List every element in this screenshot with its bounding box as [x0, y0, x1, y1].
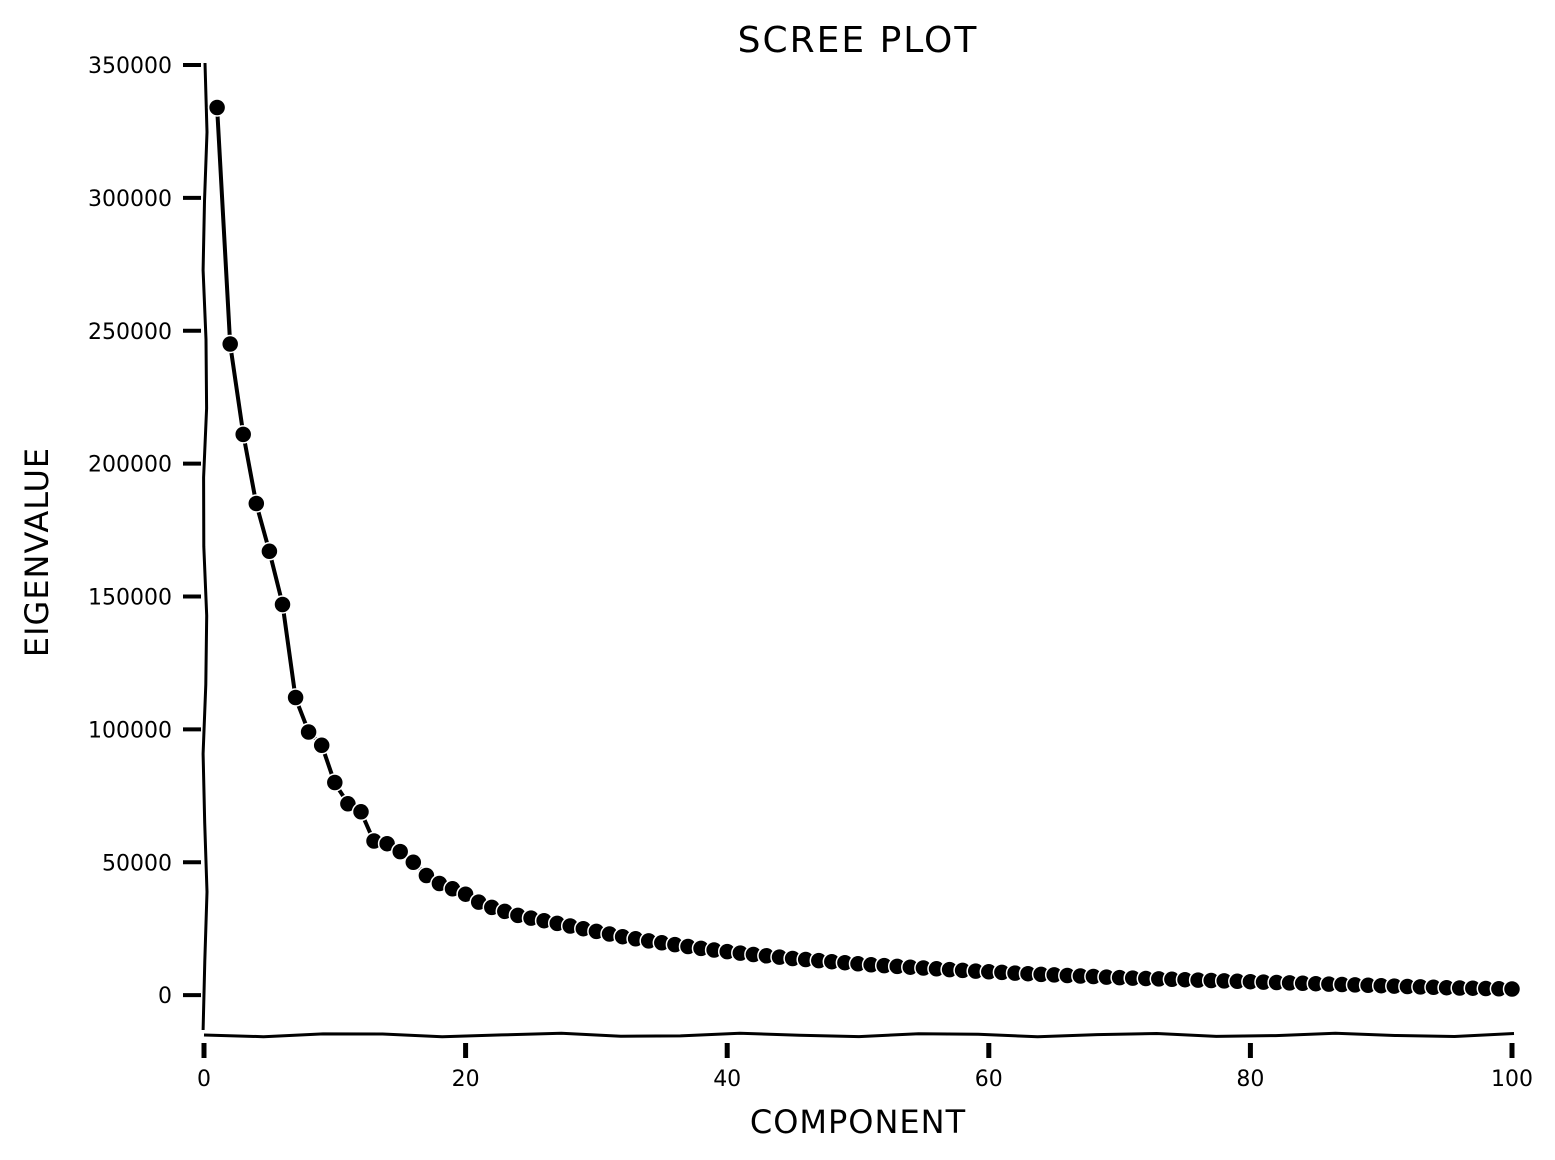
y-tick-label: 100000	[88, 718, 172, 743]
y-tick-label: 200000	[88, 453, 172, 478]
data-point	[260, 542, 279, 561]
data-point	[233, 425, 253, 444]
x-tick-label: 20	[452, 1067, 480, 1092]
x-tick-label: 60	[975, 1067, 1003, 1092]
data-point	[273, 595, 292, 614]
data-point	[220, 334, 240, 354]
data-series	[207, 98, 1522, 999]
x-axis-title: COMPONENT	[750, 1103, 966, 1141]
chart-title: SCREE PLOT	[738, 20, 979, 61]
data-point	[207, 98, 227, 117]
x-axis: 0 20 40 60 80 100	[197, 1031, 1533, 1092]
data-point	[247, 494, 266, 513]
y-tick-label: 50000	[102, 851, 172, 876]
y-tick-label: 0	[158, 984, 172, 1009]
data-point	[299, 722, 318, 742]
y-tick-label: 300000	[88, 187, 172, 212]
data-point	[286, 688, 305, 707]
y-tick-label: 250000	[88, 320, 172, 345]
y-axis-title: EIGENVALUE	[18, 447, 56, 657]
y-tick-label: 150000	[88, 586, 172, 611]
x-tick-label: 80	[1236, 1067, 1264, 1092]
data-point	[390, 842, 410, 861]
x-tick-label: 0	[197, 1067, 211, 1092]
data-point	[312, 736, 331, 755]
y-tick-label: 350000	[88, 54, 172, 79]
y-axis: 0 50000 100000 150000 200000 250000 300000 3500…	[88, 54, 209, 1031]
data-point	[351, 802, 371, 822]
data-point	[404, 853, 423, 872]
x-tick-label: 40	[713, 1067, 741, 1092]
data-point	[325, 773, 345, 792]
x-tick-label: 100	[1491, 1067, 1533, 1092]
x-axis-line	[203, 1031, 1515, 1039]
data-point	[1502, 979, 1522, 999]
y-axis-line	[201, 62, 209, 1031]
